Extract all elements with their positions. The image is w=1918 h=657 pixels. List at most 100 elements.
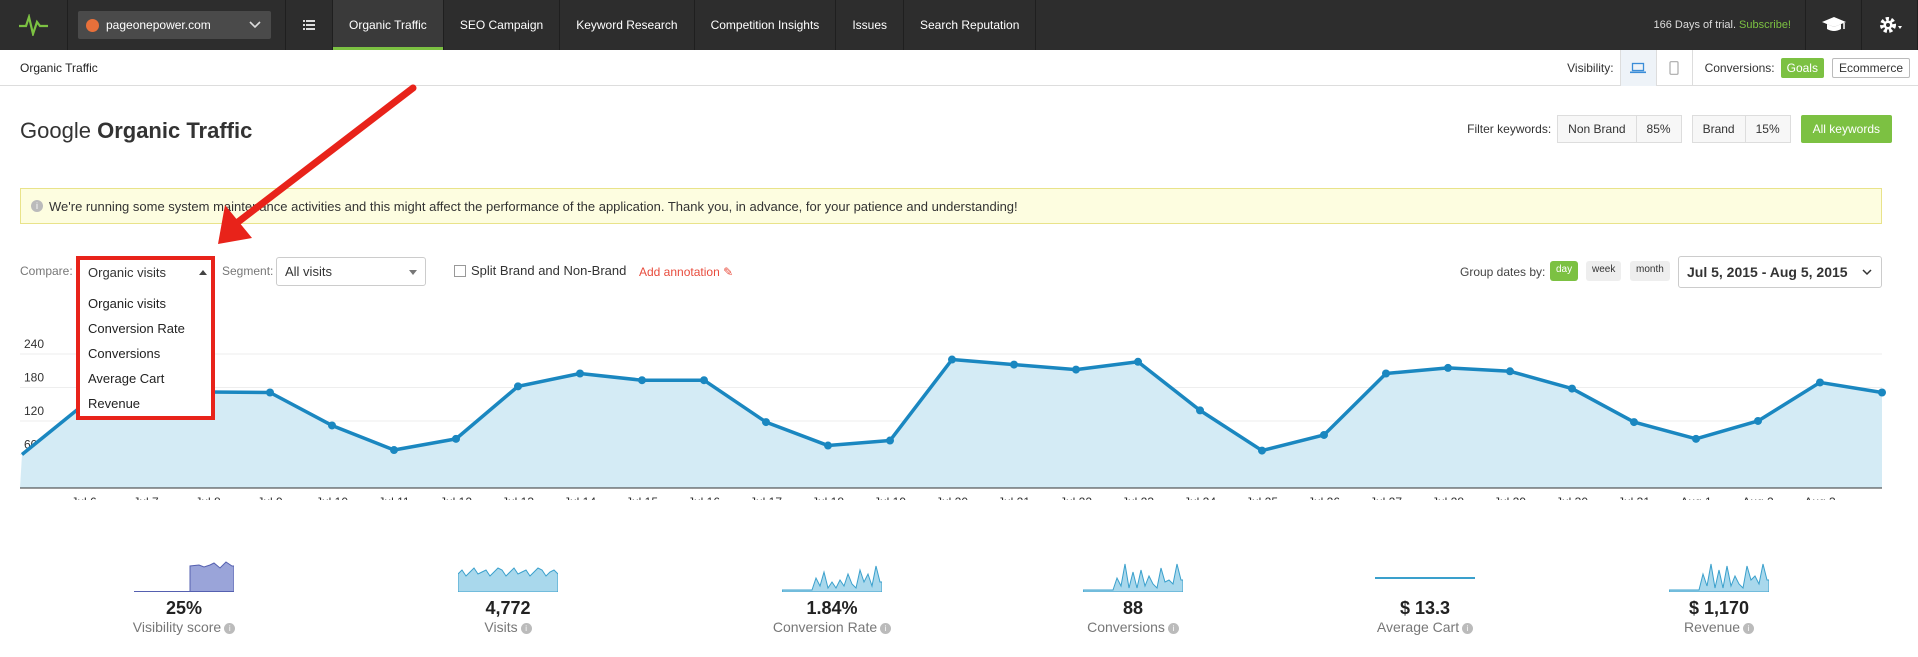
group-week-button[interactable]: week <box>1586 261 1622 281</box>
mobile-toggle[interactable] <box>1655 49 1692 86</box>
tab-search-reputation[interactable]: Search Reputation <box>904 0 1037 50</box>
split-brand-label[interactable]: Split Brand and Non-Brand <box>471 263 627 278</box>
x-tick-label: Jul 18 <box>812 495 844 500</box>
x-tick-label: Aug 1 <box>1680 495 1712 500</box>
dropdown-option-average-cart[interactable]: Average Cart <box>88 371 165 386</box>
metric-label: Average Cart i <box>1345 619 1505 635</box>
site-name: pageonepower.com <box>106 18 211 32</box>
tab-organic-traffic[interactable]: Organic Traffic <box>333 0 444 50</box>
info-icon[interactable]: i <box>880 623 892 634</box>
data-point <box>762 418 770 427</box>
site-favicon-icon <box>86 18 99 32</box>
x-tick-label: Jul 6 <box>71 495 97 500</box>
site-selector[interactable]: pageonepower.com <box>78 11 271 39</box>
data-point <box>266 388 274 397</box>
compare-label: Compare: <box>20 264 73 278</box>
navbar-right: 166 Days of trial. Subscribe! <box>1639 0 1918 50</box>
compare-dropdown[interactable]: Organic visits Organic visits Conversion… <box>76 256 215 420</box>
date-range-picker[interactable]: Jul 5, 2015 - Aug 5, 2015 <box>1678 256 1882 288</box>
x-tick-label: Jul 17 <box>750 495 782 500</box>
non-brand-percent[interactable]: 85% <box>1636 115 1682 143</box>
brand-percent[interactable]: 15% <box>1745 115 1791 143</box>
add-annotation-link[interactable]: Add annotation ✎ <box>639 265 733 279</box>
laptop-icon <box>1630 62 1647 73</box>
non-brand-filter-button[interactable]: Non Brand <box>1557 115 1637 143</box>
info-icon: i <box>31 200 43 212</box>
x-tick-label: Jul 23 <box>1122 495 1154 500</box>
brand-filter-button[interactable]: Brand <box>1691 115 1746 143</box>
metric-value: 88 <box>1122 598 1144 618</box>
metric-value: $ 1,170 <box>1688 598 1750 618</box>
subscribe-link[interactable]: Subscribe! <box>1739 19 1791 31</box>
data-point <box>1568 384 1576 393</box>
split-brand-checkbox[interactable] <box>454 265 466 277</box>
dropdown-option-organic-visits[interactable]: Organic visits <box>88 296 167 311</box>
x-tick-label: Jul 10 <box>316 495 348 500</box>
data-point <box>824 441 832 450</box>
average-cart-sparkline <box>1375 577 1475 579</box>
page-title-bold: Organic Traffic <box>97 118 253 143</box>
metric-label-text: Revenue <box>1683 619 1741 635</box>
group-day-button[interactable]: day <box>1550 261 1579 281</box>
tab-seo-campaign[interactable]: SEO Campaign <box>444 0 561 50</box>
metric-label-text: Conversion Rate <box>772 619 878 635</box>
graduation-cap-icon[interactable] <box>1806 0 1862 50</box>
info-icon[interactable]: i <box>224 623 236 634</box>
data-point <box>638 376 646 385</box>
tab-competition-insights[interactable]: Competition Insights <box>695 0 837 50</box>
x-tick-label: Jul 9 <box>257 495 283 500</box>
info-icon[interactable]: i <box>1743 623 1755 634</box>
metric-label: Visits i <box>428 619 588 635</box>
data-point <box>700 376 708 385</box>
x-tick-label: Jul 12 <box>440 495 472 500</box>
ecommerce-button[interactable]: Ecommerce <box>1831 57 1910 78</box>
page-title: Google Organic Traffic <box>20 118 252 144</box>
info-icon[interactable]: i <box>1167 623 1179 634</box>
y-tick-label: 120 <box>24 404 44 418</box>
dropdown-option-conversion-rate[interactable]: Conversion Rate <box>88 321 185 336</box>
tab-keyword-research[interactable]: Keyword Research <box>560 0 695 50</box>
metric-visits: 4,772 Visits i <box>428 560 588 635</box>
compare-select-value[interactable]: Organic visits <box>88 265 167 280</box>
menu-list-icon[interactable] <box>285 0 333 50</box>
filter-keywords-label: Filter keywords: <box>1467 122 1552 136</box>
data-point <box>1258 446 1266 455</box>
notice-text: We're running some system maintenance ac… <box>49 198 1018 214</box>
goals-button[interactable]: Goals <box>1780 57 1824 78</box>
x-tick-label: Jul 16 <box>688 495 720 500</box>
conversion-rate-sparkline <box>782 565 882 592</box>
data-point <box>1816 378 1824 387</box>
group-dates-label: Group dates by: <box>1460 265 1546 279</box>
section-title: Organic Traffic <box>20 60 98 75</box>
revenue-sparkline <box>1669 563 1769 592</box>
x-tick-label: Jul 25 <box>1246 495 1278 500</box>
x-tick-label: Jul 31 <box>1618 495 1650 500</box>
conversions-sparkline <box>1083 563 1183 592</box>
x-tick-label: Jul 14 <box>564 495 596 500</box>
x-tick-label: Jul 26 <box>1308 495 1340 500</box>
dropdown-option-conversions[interactable]: Conversions <box>88 346 161 361</box>
desktop-toggle[interactable] <box>1619 49 1656 86</box>
x-tick-label: Aug 3 <box>1804 495 1836 500</box>
data-point <box>1878 388 1886 397</box>
dropdown-option-revenue[interactable]: Revenue <box>88 396 141 411</box>
gear-icon[interactable] <box>1862 0 1918 50</box>
data-point <box>1010 360 1018 369</box>
info-icon[interactable]: i <box>1462 623 1474 634</box>
trial-info: 166 Days of trial. Subscribe! <box>1639 0 1806 50</box>
segment-select[interactable]: All visits <box>276 257 426 286</box>
x-tick-label: Jul 29 <box>1494 495 1526 500</box>
y-tick-label: 240 <box>24 337 44 351</box>
info-icon[interactable]: i <box>520 623 532 634</box>
metric-value: 4,772 <box>485 598 531 618</box>
app-logo-icon[interactable] <box>0 0 68 50</box>
group-month-button[interactable]: month <box>1630 261 1670 281</box>
add-annotation-text: Add annotation <box>639 265 720 279</box>
metric-value: 1.84% <box>806 598 858 618</box>
all-keywords-button[interactable]: All keywords <box>1800 115 1892 143</box>
data-point <box>514 382 522 391</box>
data-point <box>948 355 956 364</box>
trial-text: 166 Days of trial. <box>1653 19 1737 31</box>
x-tick-label: Jul 21 <box>998 495 1030 500</box>
tab-issues[interactable]: Issues <box>836 0 904 50</box>
